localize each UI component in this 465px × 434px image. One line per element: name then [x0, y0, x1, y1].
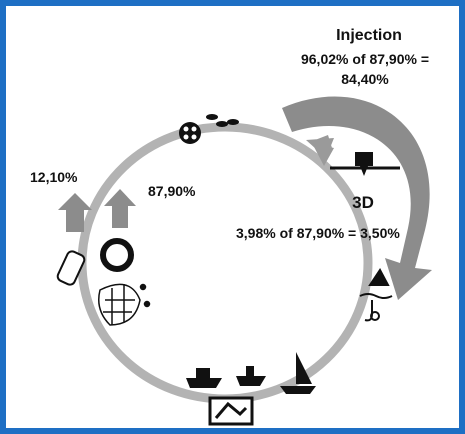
- other-use-label: 3,98% of 87,90% = 3,50%: [236, 225, 400, 241]
- injection-title: Injection: [336, 27, 402, 44]
- diagram: Injection 96,02% of 87,90% = 84,40% 12,1…: [0, 0, 465, 434]
- seabed-icon: [210, 398, 252, 424]
- injection-formula: 96,02% of 87,90% =: [301, 51, 429, 67]
- printer-label: 3D: [352, 193, 374, 212]
- loss-label: 12,10%: [30, 169, 78, 185]
- injection-result: 84,40%: [341, 71, 389, 87]
- recycled-label: 87,90%: [148, 183, 196, 199]
